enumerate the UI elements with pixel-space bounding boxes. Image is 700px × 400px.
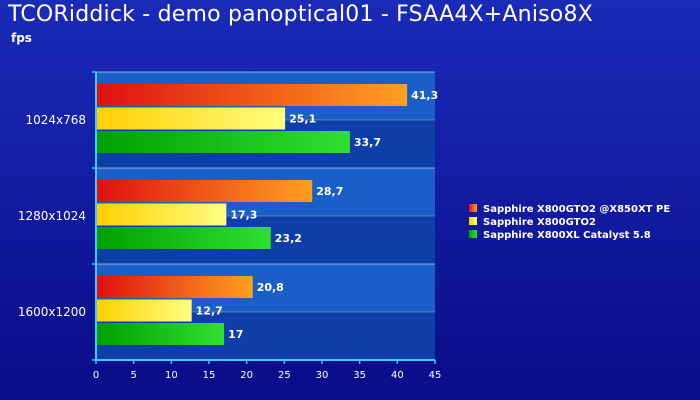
category-label-1024x768: 1024x768 bbox=[25, 113, 86, 127]
legend-swatch-sapphire-x800xl-catalyst-5-8 bbox=[469, 230, 477, 238]
legend: Sapphire X800GTO2 @X850XT PE Sapphire X80… bbox=[469, 204, 670, 241]
legend-label: Sapphire X800GTO2 @X850XT PE bbox=[483, 204, 670, 215]
bar-sapphire-x800gto2-x850xt-pe-1024x768 bbox=[97, 84, 408, 106]
value-label: 41,3 bbox=[411, 89, 438, 102]
value-label: 23,2 bbox=[275, 232, 302, 245]
x-tick-label: 15 bbox=[203, 370, 216, 381]
axes bbox=[92, 71, 436, 364]
x-tick-label: 45 bbox=[429, 370, 442, 381]
x-tick-label: 20 bbox=[240, 370, 253, 381]
value-label: 17,3 bbox=[230, 209, 257, 222]
bar-sapphire-x800xl-catalyst-5-8-1280x1024 bbox=[97, 227, 271, 249]
bar-sapphire-x800gto2-1600x1200 bbox=[97, 299, 192, 322]
bar-sapphire-x800gto2-1024x768 bbox=[97, 107, 286, 130]
unit-label: fps bbox=[11, 31, 32, 45]
x-tick-label: 0 bbox=[93, 370, 99, 381]
bar-sapphire-x800gto2-x850xt-pe-1280x1024 bbox=[97, 180, 313, 202]
bar-sapphire-x800gto2-1280x1024 bbox=[97, 203, 227, 226]
category-label-1600x1200: 1600x1200 bbox=[18, 305, 86, 319]
x-tick-label: 5 bbox=[130, 370, 136, 381]
value-label: 20,8 bbox=[257, 281, 284, 294]
bar-sapphire-x800gto2-x850xt-pe-1600x1200 bbox=[97, 276, 253, 298]
x-tick-label: 25 bbox=[278, 370, 291, 381]
x-tick-label: 40 bbox=[391, 370, 404, 381]
chart-title: TCORiddick - demo panoptical01 - FSAA4X+… bbox=[8, 2, 593, 27]
legend-label: Sapphire X800GTO2 bbox=[483, 217, 596, 228]
value-label: 33,7 bbox=[354, 136, 381, 149]
value-label: 17 bbox=[228, 328, 243, 341]
bar-sapphire-x800xl-catalyst-5-8-1600x1200 bbox=[97, 323, 225, 345]
labels: 0 5 10 15 20 25 30 35 40 45 1024x768 1280x1024 1600x… bbox=[18, 89, 442, 381]
value-label: 25,1 bbox=[289, 113, 316, 126]
x-tick-label: 10 bbox=[165, 370, 178, 381]
bar-sapphire-x800xl-catalyst-5-8-1024x768 bbox=[97, 131, 350, 153]
x-tick-label: 30 bbox=[316, 370, 329, 381]
x-tick-label: 35 bbox=[353, 370, 366, 381]
category-label-1280x1024: 1280x1024 bbox=[18, 209, 86, 223]
bars bbox=[97, 84, 408, 345]
legend-label: Sapphire X800XL Catalyst 5.8 bbox=[483, 230, 651, 241]
value-label: 12,7 bbox=[196, 305, 223, 318]
value-label: 28,7 bbox=[316, 185, 343, 198]
legend-swatch-sapphire-x800gto2 bbox=[469, 217, 477, 225]
legend-swatch-sapphire-x800gto2-x850xt-pe bbox=[469, 204, 477, 212]
